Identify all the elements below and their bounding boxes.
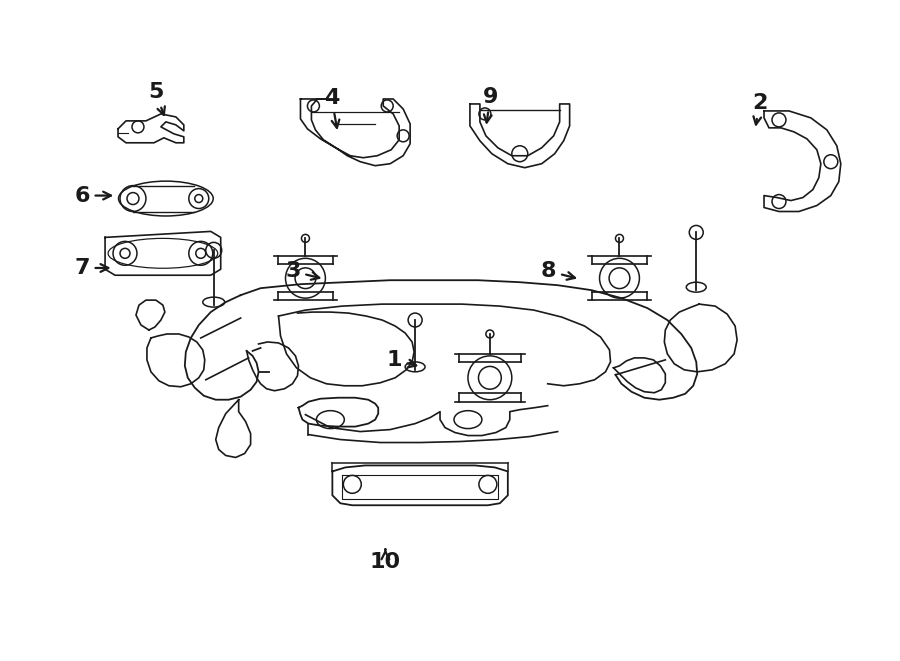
Text: 9: 9 xyxy=(482,87,498,122)
Text: 4: 4 xyxy=(324,88,339,128)
Text: 1: 1 xyxy=(387,350,416,370)
Text: 6: 6 xyxy=(75,186,111,206)
Text: 10: 10 xyxy=(370,549,401,572)
Text: 5: 5 xyxy=(148,82,165,115)
Text: 8: 8 xyxy=(541,261,575,282)
Text: 3: 3 xyxy=(285,261,320,282)
Text: 2: 2 xyxy=(752,93,767,124)
Text: 7: 7 xyxy=(75,258,108,278)
